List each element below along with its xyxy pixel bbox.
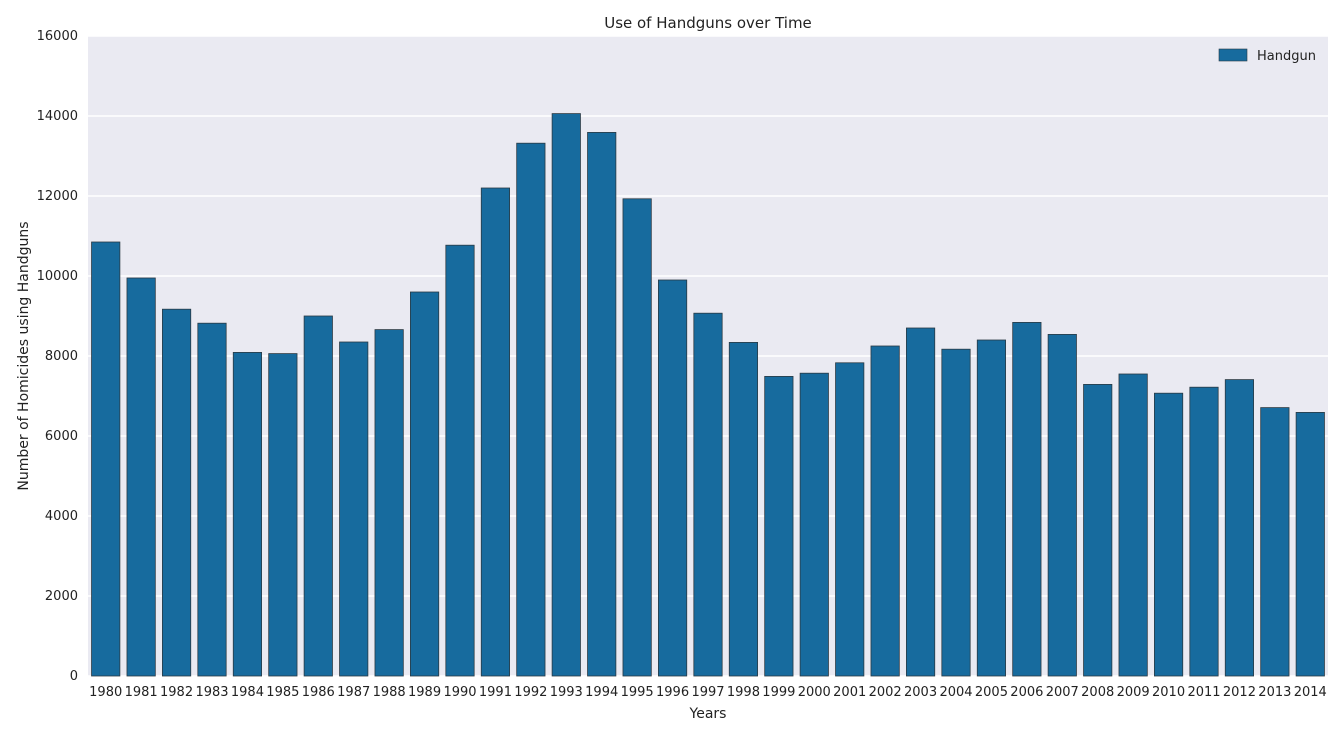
x-tick-label: 2014: [1294, 685, 1327, 700]
x-tick-label: 1984: [231, 685, 264, 700]
x-tick-label: 2013: [1258, 685, 1291, 700]
bar-2009: [1118, 373, 1148, 677]
bar-1985: [268, 353, 298, 677]
y-tick-label: 6000: [45, 429, 78, 444]
bar-2007: [1047, 333, 1077, 677]
bar-1991: [480, 187, 510, 677]
x-tick-label: 1989: [408, 685, 441, 700]
bar-1986: [303, 315, 333, 677]
bar-1983: [197, 322, 227, 677]
bar-2000: [799, 372, 829, 677]
bar-1990: [445, 244, 475, 677]
x-tick-label: 2008: [1081, 685, 1114, 700]
x-tick-label: 1986: [302, 685, 335, 700]
bar-1994: [587, 131, 617, 677]
x-tick-label: 2001: [833, 685, 866, 700]
x-tick-label: 1987: [337, 685, 370, 700]
bar-1989: [409, 291, 440, 677]
bar-2001: [835, 362, 865, 677]
x-tick-label: 2000: [798, 685, 831, 700]
bar-1984: [232, 351, 262, 677]
bar-2003: [906, 327, 936, 677]
x-tick-label: 2002: [869, 685, 902, 700]
y-tick-label: 14000: [37, 109, 78, 124]
bar-1997: [693, 312, 723, 677]
y-tick-label: 0: [70, 669, 78, 684]
y-tick-label: 2000: [45, 589, 78, 604]
bar-1999: [764, 375, 794, 677]
y-tick-label: 12000: [37, 189, 78, 204]
x-axis-label: Years: [689, 706, 727, 722]
y-tick-label: 4000: [45, 509, 78, 524]
bar-1993: [551, 113, 581, 677]
bar-2014: [1295, 411, 1325, 677]
bar-1982: [161, 308, 192, 677]
bar-2011: [1189, 386, 1219, 677]
x-tick-label: 2012: [1223, 685, 1256, 700]
x-tick-label: 1981: [125, 685, 158, 700]
bar-1998: [728, 341, 758, 677]
x-tick-label: 1985: [266, 685, 299, 700]
y-tick-label: 10000: [37, 269, 78, 284]
x-tick-label: 1982: [160, 685, 193, 700]
bar-2013: [1260, 407, 1290, 677]
x-tick-label: 1992: [514, 685, 547, 700]
x-tick-label: 1994: [585, 685, 618, 700]
x-tick-label: 1980: [89, 685, 122, 700]
bar-2004: [941, 348, 971, 677]
bar-2012: [1224, 379, 1255, 677]
legend-label: Handgun: [1257, 49, 1316, 64]
bar-1996: [658, 279, 688, 677]
x-tick-label: 2006: [1010, 685, 1043, 700]
x-tick-label: 2005: [975, 685, 1008, 700]
chart-title: Use of Handguns over Time: [604, 14, 812, 32]
x-tick-label: 1997: [691, 685, 724, 700]
x-tick-label: 1983: [195, 685, 228, 700]
x-tick-label: 2004: [939, 685, 972, 700]
x-axis-ticks: 1980 1981 1982 1983 1984 1985 1986 1987 1988 1989…: [89, 685, 1327, 700]
x-tick-label: 1995: [621, 685, 654, 700]
bar-1981: [126, 277, 156, 677]
y-tick-label: 8000: [45, 349, 78, 364]
bar-2002: [870, 345, 900, 677]
bar-1992: [516, 142, 546, 677]
bar-2010: [1154, 392, 1184, 677]
bar-2006: [1012, 321, 1042, 677]
x-tick-label: 2007: [1046, 685, 1079, 700]
bar-1987: [339, 341, 369, 677]
y-tick-label: 16000: [37, 29, 78, 44]
y-axis-label: Number of Homicides using Handguns: [16, 221, 32, 490]
legend: Handgun: [1218, 48, 1316, 64]
x-tick-label: 1993: [550, 685, 583, 700]
bar-1988: [374, 329, 404, 677]
x-tick-label: 1990: [443, 685, 476, 700]
bar-2005: [976, 339, 1006, 677]
legend-swatch: [1218, 48, 1248, 62]
bar-1980: [91, 241, 121, 677]
x-tick-label: 1996: [656, 685, 689, 700]
x-tick-label: 2011: [1187, 685, 1220, 700]
x-tick-label: 1999: [762, 685, 795, 700]
x-tick-label: 2010: [1152, 685, 1185, 700]
bar-2008: [1083, 383, 1113, 677]
bars: [91, 113, 1325, 677]
x-tick-label: 1998: [727, 685, 760, 700]
y-axis-ticks: 0 2000 4000 6000 8000 10000 12000 14000 16000: [37, 29, 78, 684]
x-tick-label: 2003: [904, 685, 937, 700]
x-tick-label: 1991: [479, 685, 512, 700]
x-tick-label: 2009: [1117, 685, 1150, 700]
x-tick-label: 1988: [373, 685, 406, 700]
bar-1995: [622, 198, 652, 677]
